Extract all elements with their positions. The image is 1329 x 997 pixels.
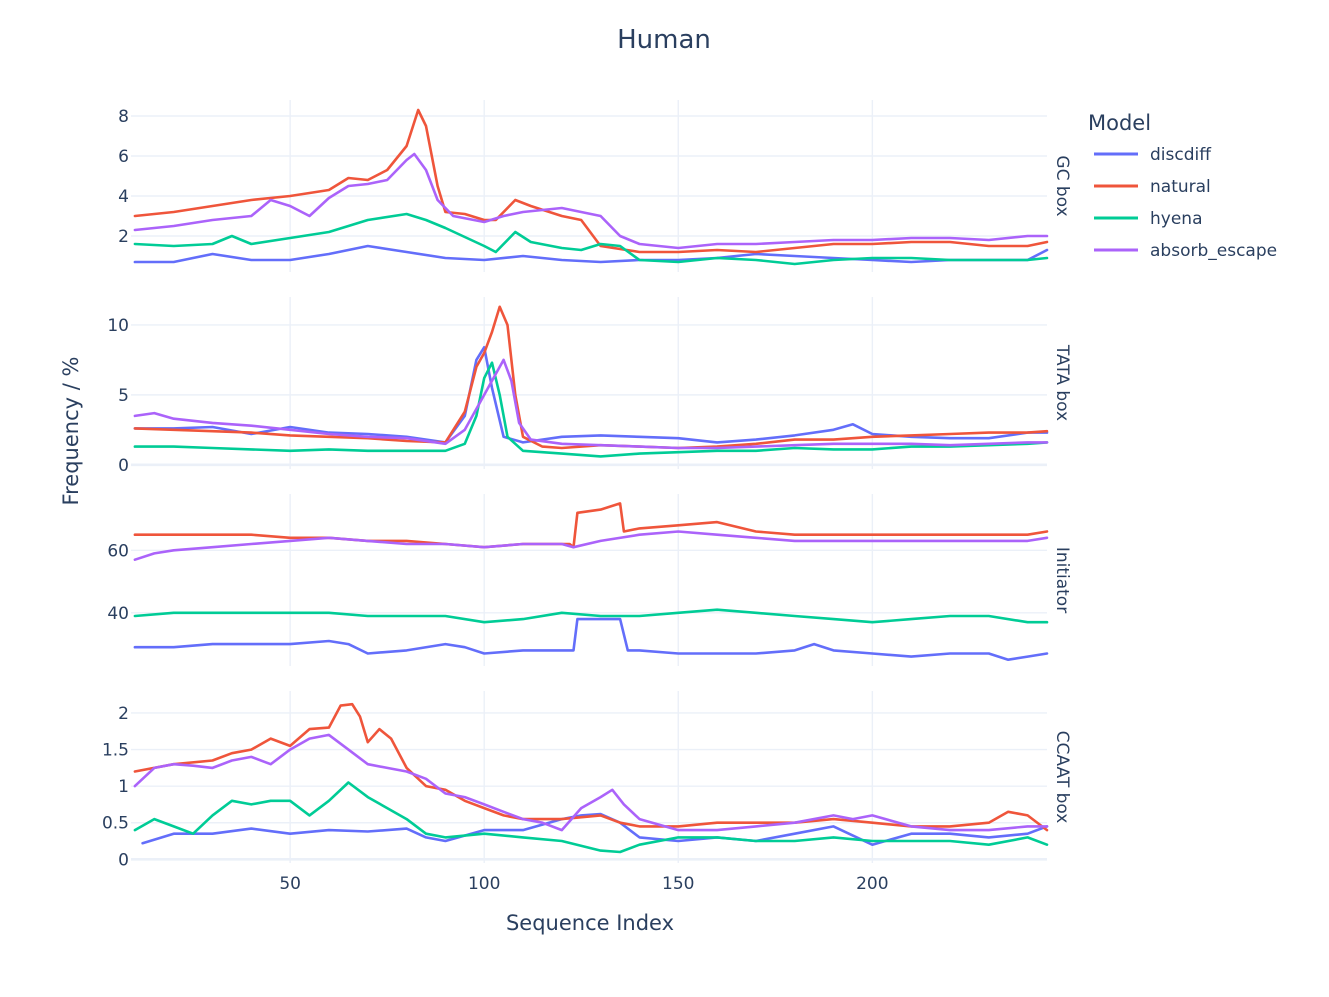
y-tick-label: 4: [118, 187, 129, 207]
series-line-absorb-escape: [133, 530, 1049, 561]
legend-item-hyena[interactable]: hyena: [1094, 209, 1203, 229]
x-tick-label: 100: [468, 874, 500, 894]
y-tick-label: 1: [118, 777, 129, 797]
series-line-discdiff: [141, 812, 1049, 846]
y-tick-label: 0: [118, 456, 129, 476]
y-tick-label: 5: [118, 386, 129, 406]
y-tick-label: 0: [118, 850, 129, 870]
y-tick-label: 0.5: [102, 814, 129, 834]
legend-item-absorb-escape[interactable]: absorb_escape: [1094, 241, 1277, 261]
y-tick-label: 60: [107, 541, 129, 561]
y-tick-label: 2: [118, 704, 129, 724]
x-axis-ticks: 50 100 150 200: [279, 874, 888, 894]
series-line-natural: [133, 305, 1049, 450]
y-tick-label: 1.5: [102, 741, 129, 761]
legend-item-natural[interactable]: natural: [1094, 177, 1211, 197]
panel-ccaat-box: 0 0.5 1 1.5 2 CCAAT box: [102, 691, 1072, 870]
x-tick-label: 200: [856, 874, 888, 894]
facet-label-ccaat-box: CCAAT box: [1052, 731, 1072, 824]
facet-label-gc-box: GC box: [1052, 155, 1072, 216]
legend: Model discdiff natural hyena absorb_esca…: [1088, 111, 1277, 261]
y-axis-title: Frequency / %: [59, 357, 83, 506]
series-line-discdiff: [133, 617, 1049, 661]
series-line-absorb-escape: [133, 358, 1049, 450]
chart-title: Human: [617, 25, 711, 55]
legend-label-hyena: hyena: [1150, 209, 1203, 229]
series-line-natural: [133, 702, 1049, 832]
series-line-natural: [133, 108, 1049, 254]
facet-label-initiator: Initiator: [1052, 547, 1072, 613]
x-axis-title: Sequence Index: [506, 911, 674, 935]
series-line-discdiff: [133, 346, 1049, 444]
panel-initiator: 40 60 Initiator: [107, 494, 1072, 666]
series-line-hyena: [133, 361, 1049, 458]
y-tick-label: 6: [118, 147, 129, 167]
x-tick-label: 50: [279, 874, 301, 894]
panel-tata-box: 0 5 10 TATA box: [107, 297, 1072, 476]
y-tick-label: 40: [107, 604, 129, 624]
series-line-hyena: [133, 608, 1049, 624]
y-tick-label: 2: [118, 227, 129, 247]
x-tick-label: 150: [662, 874, 694, 894]
series-line-hyena: [133, 781, 1049, 854]
legend-title: Model: [1088, 111, 1151, 135]
legend-label-discdiff: discdiff: [1150, 145, 1212, 165]
legend-label-natural: natural: [1150, 177, 1211, 197]
y-tick-label: 8: [118, 107, 129, 127]
panels: 2 4 6 8 GC box 0 5 10 TATA box 40 60 Initiator 0 0.5 1…: [102, 100, 1072, 870]
legend-label-absorb-escape: absorb_escape: [1150, 241, 1277, 261]
y-tick-label: 10: [107, 316, 129, 336]
series-line-absorb-escape: [133, 733, 1049, 832]
series-line-hyena: [133, 212, 1049, 266]
legend-item-discdiff[interactable]: discdiff: [1094, 145, 1212, 165]
series-line-absorb-escape: [133, 152, 1049, 250]
series-line-discdiff: [133, 244, 1049, 264]
facet-label-tata-box: TATA box: [1052, 344, 1072, 421]
panel-gc-box: 2 4 6 8 GC box: [118, 100, 1072, 272]
